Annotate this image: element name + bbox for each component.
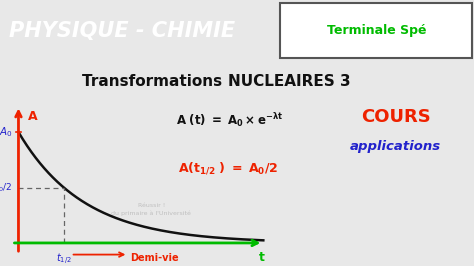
Text: $\mathbf{A\ (t)\ =\ A_0 \times e^{-\lambda t}}$: $\mathbf{A\ (t)\ =\ A_0 \times e^{-\lamb… bbox=[176, 111, 283, 130]
Text: $\mathbf{A(t_{1/2}\ )\ =\ A_0/2}$: $\mathbf{A(t_{1/2}\ )\ =\ A_0/2}$ bbox=[177, 160, 278, 176]
Text: NUCLEAIRES 3: NUCLEAIRES 3 bbox=[228, 74, 350, 89]
Text: t: t bbox=[259, 251, 264, 264]
Text: applications: applications bbox=[350, 140, 441, 153]
Text: PHYSIQUE - CHIMIE: PHYSIQUE - CHIMIE bbox=[9, 20, 236, 41]
FancyBboxPatch shape bbox=[280, 3, 472, 58]
Text: $t_{1/2}$: $t_{1/2}$ bbox=[56, 252, 72, 266]
Text: Terminale Spé: Terminale Spé bbox=[327, 24, 427, 37]
Text: Transformations: Transformations bbox=[82, 74, 228, 89]
Text: A: A bbox=[27, 110, 37, 123]
Text: $A_0$: $A_0$ bbox=[0, 125, 13, 139]
Text: $A_0/2$: $A_0/2$ bbox=[0, 181, 13, 194]
Text: COURS: COURS bbox=[361, 108, 431, 126]
Text: Réussir !
du primaire à l'Université: Réussir ! du primaire à l'Université bbox=[111, 203, 191, 216]
Text: Demi-vie: Demi-vie bbox=[131, 253, 179, 264]
